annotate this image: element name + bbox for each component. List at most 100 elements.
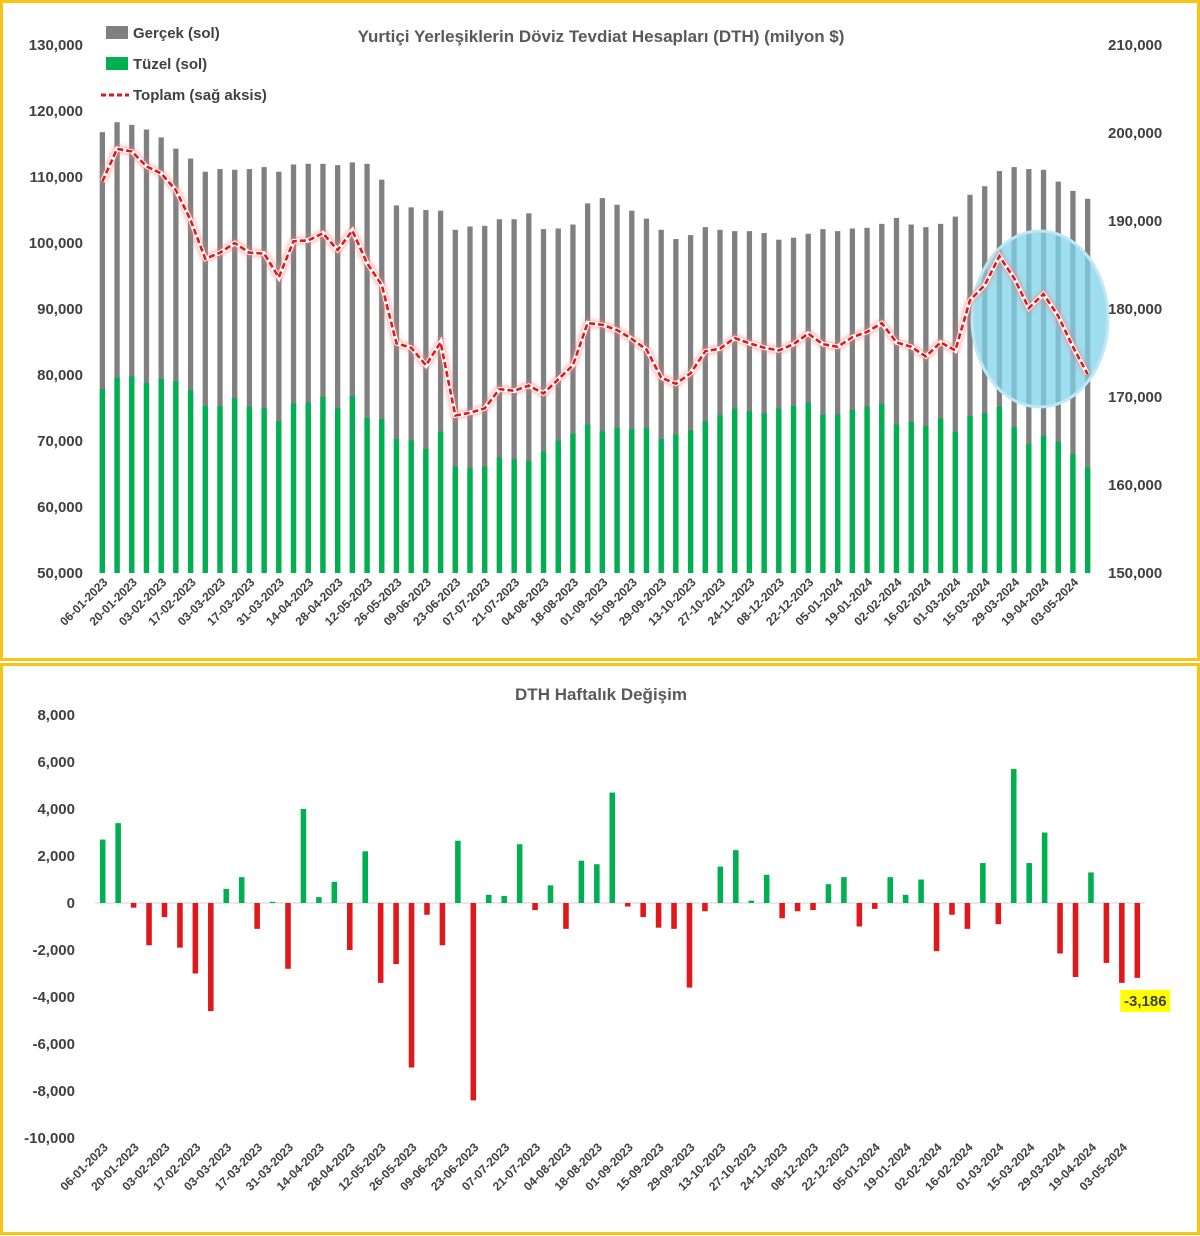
bar-gercek: [893, 217, 900, 574]
y-tick-label: 6,000: [37, 754, 75, 771]
bar-weekly-change: [130, 903, 137, 908]
bar-weekly-change: [424, 903, 430, 915]
bar-weekly-change: [1103, 903, 1110, 963]
bar-gercek: [202, 171, 208, 573]
highlight-ellipse: [970, 229, 1110, 409]
legend: Gerçek (sol) Tüzel (sol) Toplam (sağ aks…: [101, 25, 267, 104]
bar-gercek: [467, 226, 473, 573]
bar-tuzel: [835, 414, 841, 573]
bar-weekly-change: [640, 903, 646, 918]
bar-tuzel: [467, 468, 473, 573]
bar-tuzel: [614, 427, 620, 573]
bar-gercek: [937, 223, 944, 574]
y-left-tick-label: 100,000: [29, 235, 83, 252]
bar-tuzel: [923, 425, 929, 573]
y-tick-label: -10,000: [24, 1130, 75, 1147]
bar-weekly-change: [995, 903, 1002, 925]
bar-weekly-change: [208, 903, 214, 1012]
chart-title: DTH Haftalık Değişim: [515, 685, 687, 704]
bar-tuzel: [732, 408, 738, 573]
bar-weekly-change: [779, 903, 785, 919]
bar-tuzel: [893, 424, 900, 573]
bar-gercek: [143, 129, 150, 573]
y-right-tick-label: 200,000: [1108, 125, 1162, 142]
bar-weekly-change: [1088, 872, 1094, 903]
bar-gercek: [555, 228, 561, 574]
bar-weekly-change: [485, 894, 492, 903]
bar-gercek: [879, 223, 885, 574]
bar-weekly-change: [1072, 903, 1079, 978]
bar-tuzel: [158, 378, 164, 573]
bar-gercek: [820, 229, 826, 573]
bar-weekly-change: [316, 897, 322, 903]
bar-tuzel: [599, 431, 605, 573]
bar-tuzel: [1011, 427, 1017, 573]
bar-gercek: [761, 233, 767, 573]
bar-weekly-change: [980, 863, 986, 903]
last-value-label: -3,186: [1124, 993, 1167, 1010]
legend-gercek: Gerçek (sol): [133, 25, 220, 42]
y-right-tick-label: 150,000: [1108, 565, 1162, 582]
bar-gercek: [290, 164, 297, 573]
y-left-tick-label: 110,000: [30, 169, 83, 186]
bar-gercek: [614, 204, 620, 573]
bar-weekly-change: [1010, 769, 1017, 903]
bar-tuzel: [570, 433, 576, 573]
bar-gercek: [496, 219, 503, 574]
y-right-tick-label: 160,000: [1108, 477, 1162, 494]
bar-weekly-change: [393, 903, 399, 965]
bar-weekly-change: [501, 895, 507, 903]
bar-gercek: [335, 165, 341, 573]
bar-gercek: [643, 218, 650, 573]
bar-gercek: [923, 227, 929, 573]
y-tick-label: -4,000: [32, 989, 75, 1006]
bar-gercek: [276, 171, 282, 573]
bar-gercek: [540, 229, 547, 573]
bar-gercek: [261, 167, 267, 573]
bar-weekly-change: [362, 851, 368, 903]
bar-weekly-change: [439, 903, 446, 946]
bar-weekly-change: [856, 903, 863, 927]
bar-tuzel: [1026, 444, 1032, 573]
bar-gercek: [393, 205, 400, 573]
bar-tuzel: [173, 380, 179, 573]
bar-tuzel: [423, 448, 429, 573]
y-tick-label: -2,000: [32, 942, 75, 959]
bar-tuzel: [143, 382, 150, 573]
bar-weekly-change: [161, 903, 168, 918]
legend-swatch-gercek: [106, 26, 128, 39]
bar-weekly-change: [516, 844, 523, 903]
y-tick-label: -6,000: [32, 1036, 75, 1053]
bar-tuzel: [202, 406, 208, 573]
y-left-tick-label: 60,000: [37, 499, 83, 516]
bar-weekly-change: [763, 874, 770, 903]
y-left-tick-label: 70,000: [37, 433, 83, 450]
bar-tuzel: [1040, 435, 1047, 573]
bar-gercek: [364, 163, 370, 574]
bar-gercek: [967, 194, 973, 573]
bottom-chart-panel: DTH Haftalık Değişim 8,000 6,000 4,000 2,00…: [0, 663, 1200, 1235]
bar-weekly-change: [455, 840, 461, 903]
bar-weekly-change: [238, 877, 245, 903]
bar-tuzel: [952, 431, 958, 573]
bar-gercek: [687, 235, 694, 573]
bar-tuzel: [246, 406, 253, 573]
bar-gercek: [702, 227, 708, 573]
bar-weekly-change: [1026, 863, 1032, 903]
bar-gercek: [952, 216, 958, 573]
bar-tuzel: [232, 398, 238, 573]
bar-tuzel: [526, 460, 532, 573]
bar-tuzel: [452, 466, 458, 573]
bar-tuzel: [290, 403, 297, 573]
bar-gercek: [790, 237, 797, 573]
bar-tuzel: [879, 404, 885, 573]
bar-gercek: [570, 224, 576, 573]
bar-gercek: [305, 163, 311, 574]
bar-weekly-change: [1119, 903, 1125, 983]
bar-weekly-change: [192, 903, 199, 974]
bar-gercek: [423, 210, 429, 573]
bar-gercek: [864, 227, 870, 573]
bar-tuzel: [937, 418, 944, 573]
bar-tuzel: [393, 439, 400, 573]
bar-tuzel: [761, 413, 767, 573]
